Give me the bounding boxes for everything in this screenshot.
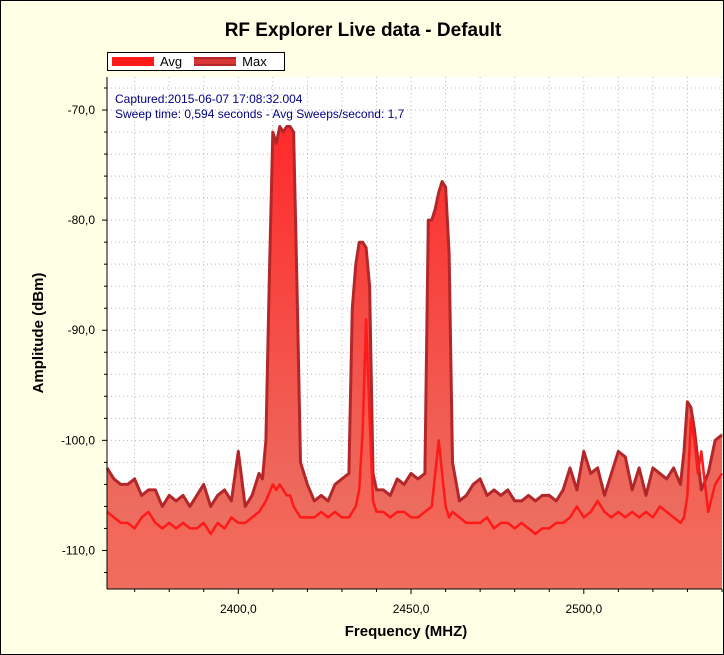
x-tick-label: 2450,0 — [393, 602, 430, 616]
legend-label-max: Max — [242, 54, 267, 69]
chart-title: RF Explorer Live data - Default — [225, 20, 502, 41]
series-max-line — [105, 125, 723, 508]
legend-swatch-max — [194, 57, 237, 66]
y-axis-label: Amplitude (dBm) — [30, 273, 47, 394]
legend-item-avg: Avg — [112, 54, 182, 69]
y-tick-label: -80,0 — [68, 213, 96, 227]
ticks: -110,0 -100,0 -90,0 -80,0 -70,0 2400,0 2450,0 2… — [61, 87, 723, 616]
info-line-captured: Captured:2015-06-07 17:08:32.004 — [115, 92, 303, 106]
info-line-sweep: Sweep time: 0,594 seconds - Avg Sweeps/s… — [115, 107, 405, 121]
y-tick-label: -110,0 — [62, 543, 95, 557]
legend-label-avg: Avg — [160, 54, 183, 69]
x-axis-label: Frequency (MHZ) — [345, 623, 468, 640]
legend-swatch-avg — [112, 57, 154, 66]
x-tick-label: 2400,0 — [220, 602, 257, 616]
y-tick-label: -100,0 — [61, 433, 95, 447]
series-max-area — [107, 126, 722, 589]
series-layer — [105, 125, 723, 589]
y-tick-label: -70,0 — [68, 103, 96, 117]
legend-item-max: Max — [194, 54, 267, 69]
series-avg-line — [106, 317, 723, 536]
series-avg-area — [107, 319, 722, 589]
legend: Avg Max — [107, 52, 285, 71]
axes — [106, 77, 722, 590]
y-tick-label: -90,0 — [68, 323, 96, 337]
x-tick-label: 2500,0 — [565, 602, 602, 616]
